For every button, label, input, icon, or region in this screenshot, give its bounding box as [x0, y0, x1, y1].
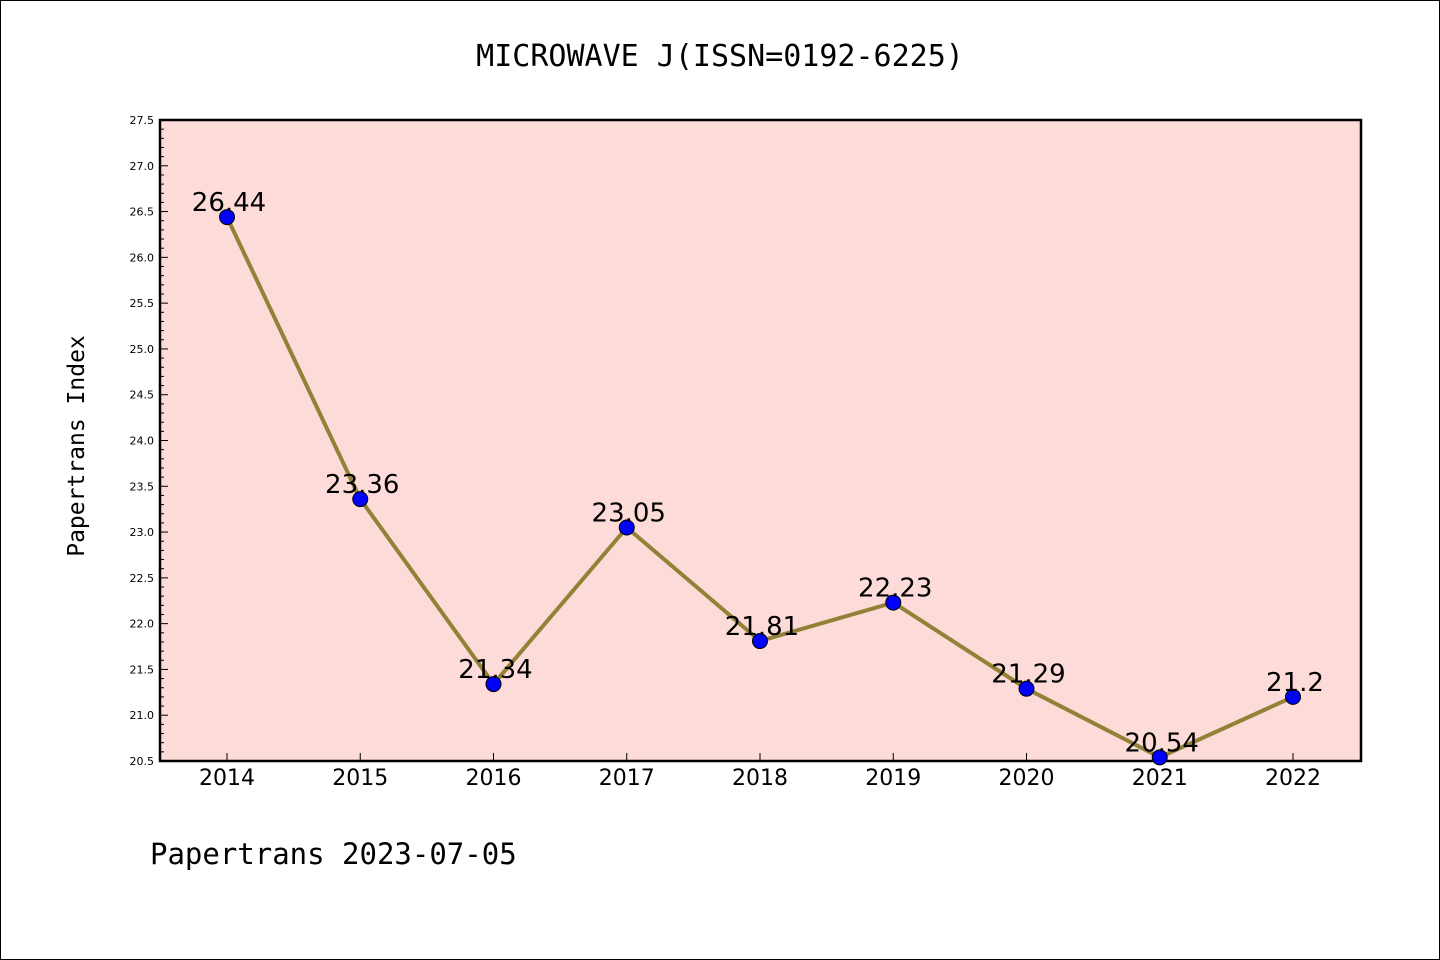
- x-tick-label: 2014: [199, 766, 255, 791]
- y-tick-label: 22.0: [130, 618, 155, 631]
- y-tick-label: 20.5: [130, 755, 155, 768]
- data-label-2022: 21.2: [1266, 668, 1324, 698]
- y-tick-label: 26.0: [130, 251, 155, 264]
- y-tick-label: 24.5: [130, 389, 155, 402]
- x-tick-label: 2016: [466, 766, 522, 791]
- y-tick-label: 27.0: [130, 160, 155, 173]
- y-tick-label: 25.0: [130, 343, 155, 356]
- data-label-2018: 21.81: [725, 612, 799, 642]
- data-point-2019: [885, 594, 902, 611]
- chart-title: MICROWAVE J(ISSN=0192-6225): [476, 39, 964, 74]
- y-tick-label: 21.0: [130, 709, 155, 722]
- x-tick-label: 2020: [999, 766, 1055, 791]
- data-label-2020: 21.29: [991, 660, 1065, 690]
- x-tick-label: 2015: [332, 766, 388, 791]
- x-tick-label: 2022: [1265, 766, 1321, 791]
- data-point-2016: [485, 676, 502, 693]
- data-point-2021: [1151, 749, 1168, 766]
- y-tick-label: 25.5: [130, 297, 155, 310]
- plot-area: [158, 118, 1363, 763]
- footer-text: Papertrans 2023-07-05: [150, 837, 517, 871]
- y-tick-label: 24.0: [130, 435, 155, 448]
- x-axis: 2014 2015 2016 2017 2018 2019 2020 2021 2022: [199, 753, 1321, 791]
- y-tick-label: 23.5: [130, 480, 155, 493]
- data-label-2016: 21.34: [458, 655, 532, 685]
- data-label-2017: 23.05: [592, 498, 666, 528]
- data-label-2021: 20.54: [1125, 728, 1199, 758]
- series-markers: [219, 209, 1301, 766]
- y-tick-label: 21.5: [130, 663, 155, 676]
- data-point-2018: [752, 633, 768, 650]
- y-tick-label: 23.0: [130, 526, 155, 539]
- data-point-2015: [352, 491, 369, 508]
- data-point-2017: [618, 519, 635, 536]
- y-tick-label: 22.5: [130, 572, 155, 585]
- x-tick-label: 2019: [865, 766, 921, 791]
- x-tick-label: 2018: [732, 766, 788, 791]
- data-label-2015: 23.36: [325, 470, 399, 500]
- data-point-2020: [1018, 680, 1035, 697]
- y-tick-label: 26.5: [130, 206, 155, 219]
- data-label-2019: 22.23: [858, 574, 932, 604]
- y-tick-label: 27.5: [130, 114, 155, 127]
- data-label-2014: 26.44: [192, 188, 266, 218]
- data-labels: 26.44 23.36 21.34 23.05 21.81 22.23 21.29 20.54…: [192, 188, 1324, 758]
- y-axis-label: Papertrans Index: [64, 335, 90, 557]
- data-point-2022: [1285, 688, 1301, 705]
- data-point-2014: [219, 209, 235, 226]
- x-tick-label: 2017: [599, 766, 655, 791]
- y-axis: 20.5 21.0 21.5 22.0 22.5 23.0 23.5 24.0 24.5 25.0…: [130, 114, 168, 768]
- x-tick-label: 2021: [1132, 766, 1188, 791]
